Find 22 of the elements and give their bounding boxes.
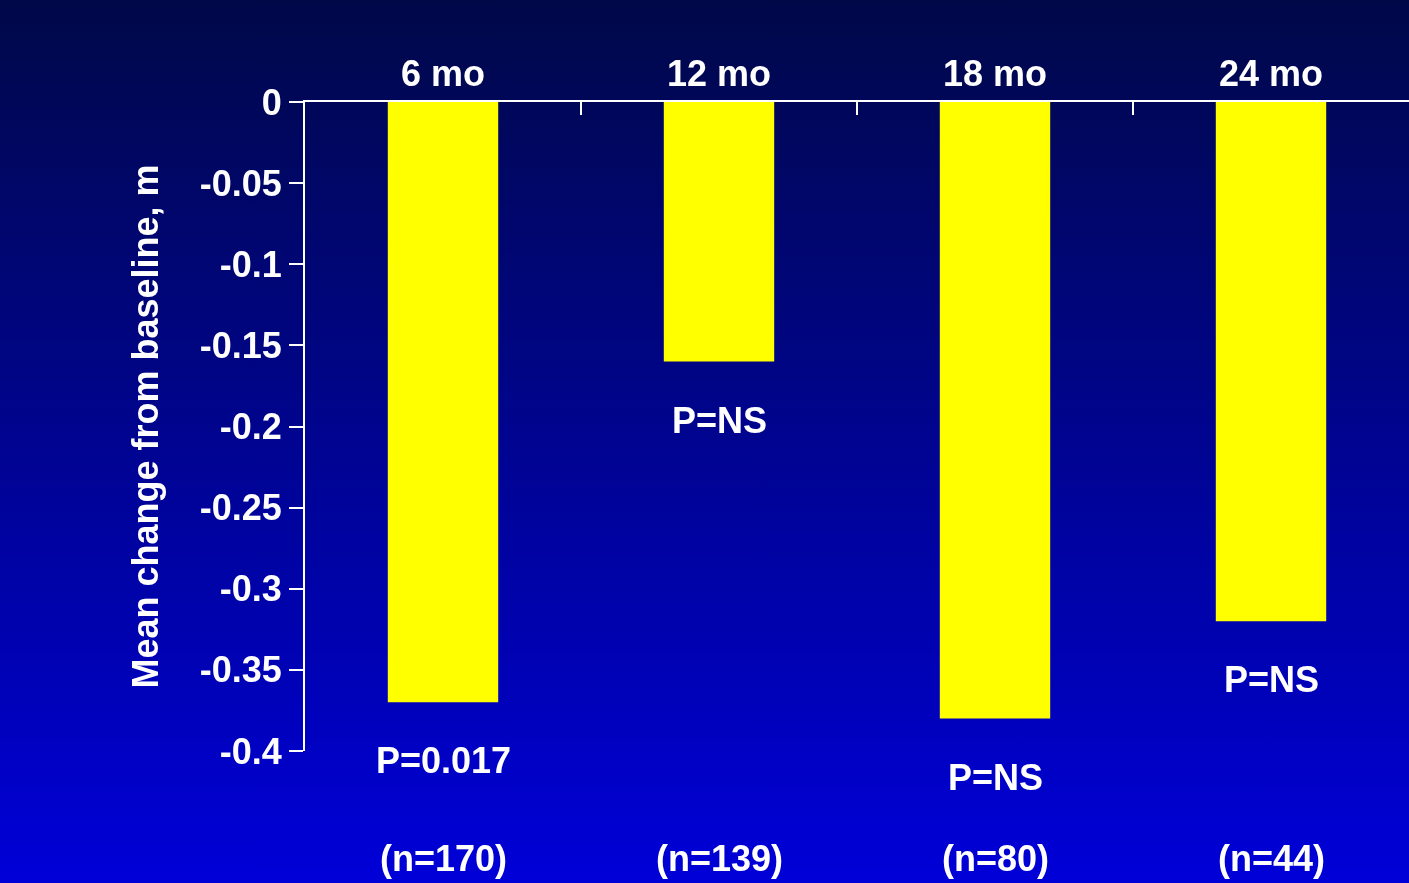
x-tick-label: 18 mo bbox=[942, 52, 1048, 94]
y-tick-label: -0.25 bbox=[199, 487, 282, 529]
x-tick-label: 24 mo bbox=[1218, 52, 1324, 94]
text: (n=170) bbox=[380, 838, 508, 879]
y-tick-label: 0 bbox=[261, 81, 282, 123]
y-tick-label: -0.35 bbox=[199, 649, 282, 691]
y-tick-label: -0.05 bbox=[199, 162, 282, 204]
annotation: P=NS bbox=[948, 757, 1044, 798]
text: (n=80) bbox=[942, 838, 1050, 879]
x-tick-label: 6 mo bbox=[400, 52, 486, 94]
annotation: P=NS bbox=[1224, 659, 1320, 700]
y-tick-label: -0.3 bbox=[219, 568, 282, 610]
text: (n=44) bbox=[1218, 838, 1326, 879]
y-tick-label: -0.2 bbox=[219, 406, 282, 448]
y-tick-label: -0.4 bbox=[219, 730, 282, 772]
text: (n=139) bbox=[656, 838, 784, 879]
y-tick-label: -0.1 bbox=[219, 243, 282, 285]
x-tick-label: 12 mo bbox=[666, 52, 772, 94]
annotation: P=0.017 bbox=[376, 740, 512, 781]
y-axis-title: Mean change from baseline, m bbox=[125, 164, 167, 689]
y-tick-label: -0.15 bbox=[199, 324, 282, 366]
annotation: P=NS bbox=[672, 400, 768, 441]
